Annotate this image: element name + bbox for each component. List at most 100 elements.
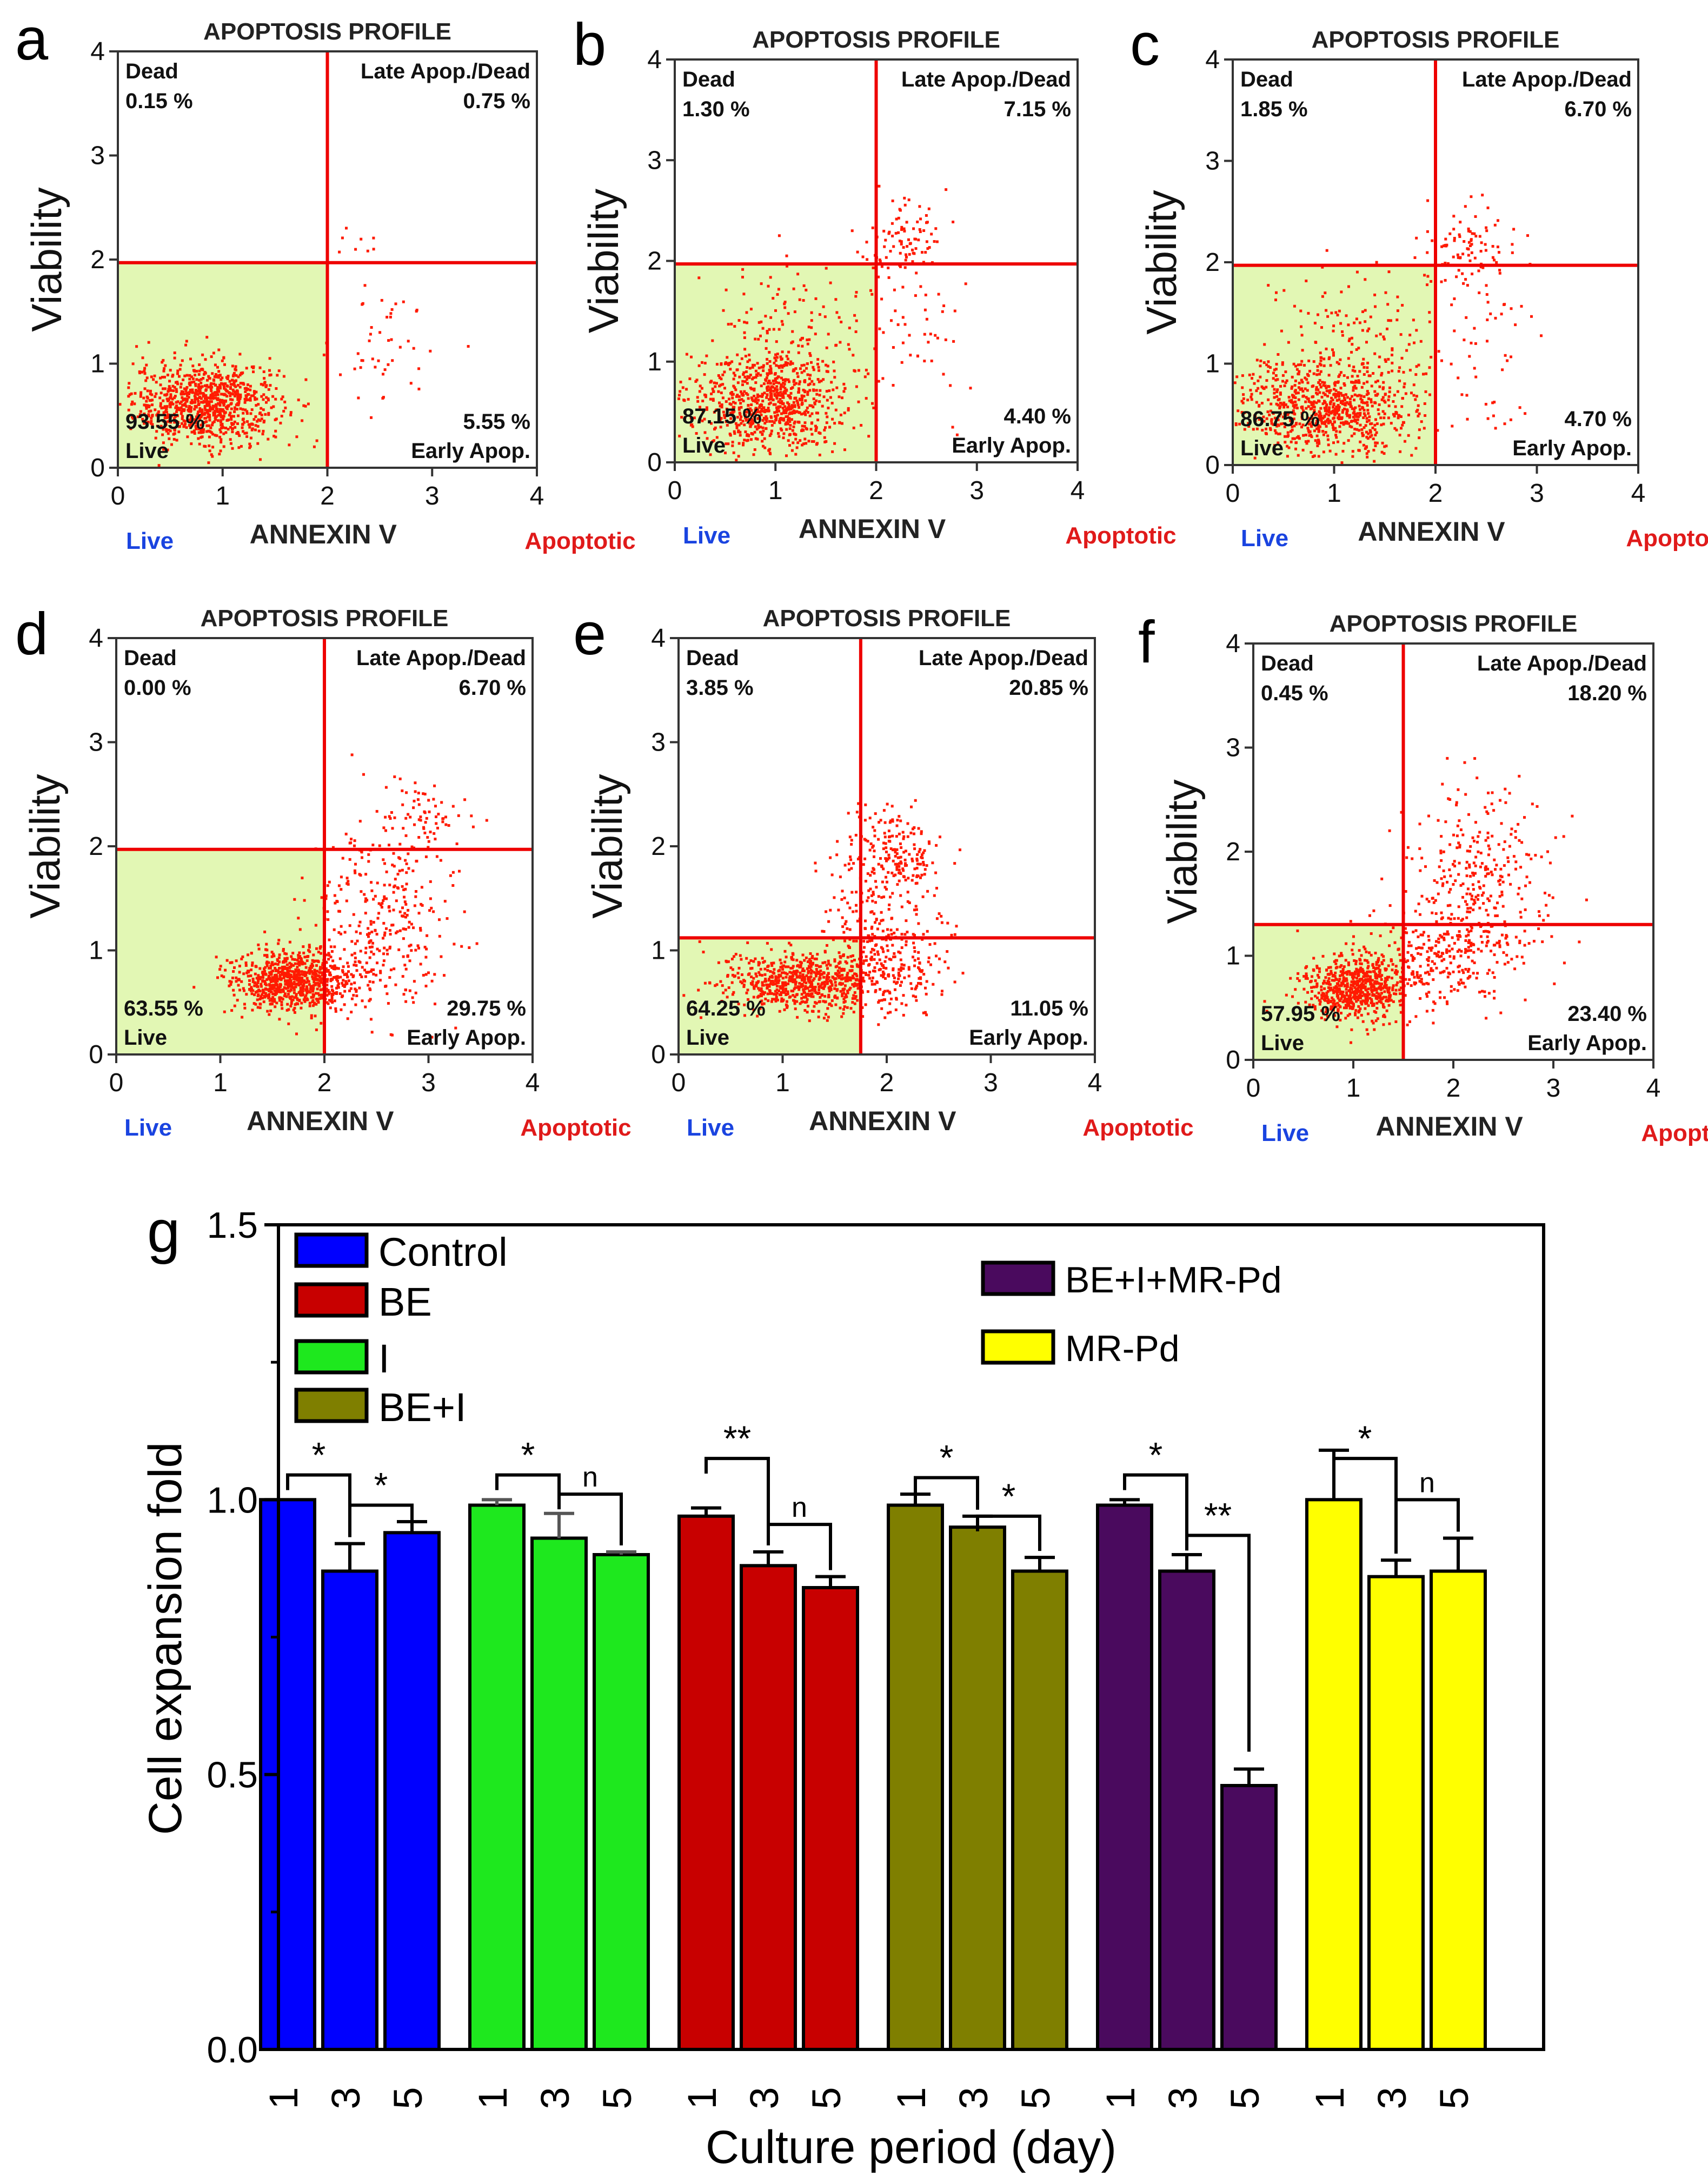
scatter-point [867, 372, 870, 375]
scatter-point [802, 442, 805, 446]
scatter-point [831, 417, 834, 421]
scatter-point [1363, 395, 1366, 398]
scatter-point [727, 323, 730, 326]
scatter-point [1374, 441, 1377, 444]
scatter-point [359, 950, 362, 953]
scatter-point [347, 970, 350, 973]
scatter-point [198, 369, 201, 373]
scatter-point [1362, 357, 1365, 361]
scatter-point [1307, 405, 1310, 408]
scatter-point [797, 351, 800, 354]
scatter-point [772, 403, 775, 406]
scatter-point [1338, 430, 1341, 434]
scatter-point [781, 981, 784, 984]
scatter-point [754, 412, 757, 415]
scatter-point [827, 959, 830, 963]
scatter-point [162, 428, 165, 431]
scatter-point [916, 220, 919, 223]
scatter-point [758, 395, 761, 398]
scatter-point [313, 980, 316, 984]
scatter-point [402, 888, 406, 891]
panel-title: APOPTOSIS PROFILE [203, 18, 451, 45]
scatter-point [300, 986, 303, 990]
scatter-point [779, 355, 782, 359]
scatter-point [428, 810, 431, 813]
scatter-point [696, 396, 699, 399]
scatter-point [1373, 460, 1376, 463]
scatter-point [757, 994, 761, 998]
scatter-point [1243, 428, 1246, 431]
scatter-point [724, 452, 727, 455]
scatter-point [799, 964, 802, 967]
scatter-point [903, 196, 906, 200]
scatter-point [760, 994, 763, 998]
scatter-point [1351, 455, 1354, 458]
scatter-point [270, 970, 273, 973]
x-axis-label: ANNEXIN V [250, 519, 397, 549]
scatter-point [816, 953, 819, 956]
scatter-point [284, 992, 287, 996]
scatter-point [1479, 250, 1483, 253]
scatter-point [221, 376, 224, 380]
scatter-point [147, 414, 150, 417]
scatter-point [242, 382, 245, 385]
scatter-point [275, 977, 278, 980]
scatter-point [190, 420, 194, 423]
scatter-point [710, 422, 713, 425]
scatter-point [1332, 402, 1335, 406]
scatter-point [1510, 355, 1512, 359]
scatter-point [794, 433, 797, 436]
scatter-point [725, 407, 728, 410]
scatter-point [1297, 373, 1300, 376]
scatter-point [1290, 430, 1292, 433]
scatter-point [167, 416, 170, 419]
x-tick-label: 4 [1631, 479, 1646, 508]
scatter-point [1355, 415, 1358, 418]
scatter-point [747, 418, 750, 421]
scatter-point [753, 986, 755, 988]
scatter-point [156, 424, 159, 428]
scatter-point [1331, 423, 1334, 426]
y-tick-label: 0 [90, 454, 105, 482]
scatter-point [1343, 442, 1346, 445]
scatter-point [738, 412, 741, 415]
x-tick-label: 0 [668, 476, 682, 505]
scatter-point [775, 397, 779, 400]
scatter-point [780, 961, 783, 965]
scatter-point [787, 312, 790, 315]
scatter-point [310, 1017, 313, 1020]
scatter-point [358, 973, 362, 976]
scatter-point [833, 376, 836, 379]
scatter-point [1301, 448, 1305, 452]
scatter-point [270, 999, 273, 1002]
scatter-point [1465, 394, 1468, 397]
scatter-point [789, 363, 792, 366]
scatter-point [761, 409, 765, 413]
scatter-point [211, 446, 215, 449]
scatter-point [1426, 283, 1428, 287]
scatter-point [734, 402, 737, 404]
scatter-point [1344, 399, 1346, 402]
scatter-point [190, 401, 194, 404]
scatter-point [800, 983, 803, 986]
scatter-point [1317, 313, 1319, 316]
scatter-point [281, 966, 284, 970]
scatter-point [1319, 351, 1322, 355]
scatter-point [1374, 305, 1377, 308]
scatter-point [831, 450, 834, 453]
scatter-point [231, 423, 234, 426]
scatter-point [1401, 397, 1404, 400]
scatter-point [269, 973, 272, 976]
scatter-point [730, 393, 734, 396]
scatter-point [776, 980, 779, 984]
scatter-point [265, 955, 269, 958]
scatter-point [193, 429, 196, 433]
scatter-point [242, 972, 245, 976]
scatter-point [1500, 313, 1503, 316]
scatter-point [463, 910, 466, 913]
scatter-point [769, 980, 773, 983]
scatter-point [1452, 215, 1456, 218]
scatter-point [271, 978, 274, 981]
scatter-point [188, 381, 191, 384]
scatter-point [1400, 356, 1404, 360]
